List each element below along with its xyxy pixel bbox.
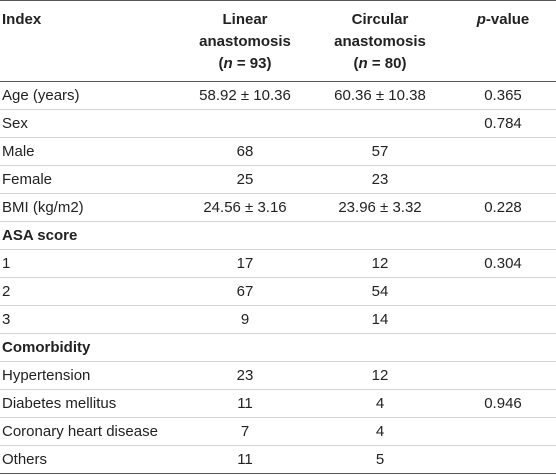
header-p-value: p-value [450,1,556,82]
row-p-value [450,278,556,306]
table-row: Coronary heart disease 7 4 [0,418,556,446]
table-body: Age (years) 58.92 ± 10.36 60.36 ± 10.38 … [0,82,556,474]
table-row: ASA score [0,222,556,250]
row-circular-value [310,110,450,138]
header-circular-n-rest: = 80) [367,55,407,72]
row-label: ASA score [2,227,78,244]
header-linear-n-var: n [223,55,233,72]
row-label: 3 [2,311,11,328]
table-row: Sex 0.784 [0,110,556,138]
row-label: 2 [2,283,11,300]
header-circular-line1: Circular [351,11,409,28]
row-circular-value [310,222,450,250]
header-index-label: Index [2,11,42,28]
table-row: Female 25 23 [0,166,556,194]
row-circular-value: 60.36 ± 10.38 [334,87,426,104]
row-circular-value: 4 [375,395,385,412]
header-linear-n: (n = 93) [182,53,308,75]
row-linear-value [180,222,310,250]
row-label: Hypertension [2,367,91,384]
header-index: Index [0,1,180,82]
row-p-value [450,334,556,362]
row-linear-value: 11 [237,395,253,412]
header-circular-n: (n = 80) [312,53,448,75]
table-row: 2 67 54 [0,278,556,306]
row-label: Female [2,171,53,188]
row-linear-value [180,110,310,138]
row-linear-value: 58.92 ± 10.36 [199,87,291,104]
row-p-value [450,362,556,390]
row-label: Coronary heart disease [2,423,158,440]
row-label: Male [2,143,35,160]
row-label: BMI (kg/m2) [2,199,84,216]
header-linear-line1: Linear [222,11,268,28]
row-p-value: 0.946 [484,395,522,412]
row-p-value [450,418,556,446]
header-row: Index Linear anastomosis (n = 93) Circul… [0,0,556,82]
table-row: Male 68 57 [0,138,556,166]
header-p-rest: -value [485,11,530,28]
row-p-value: 0.784 [484,115,522,132]
row-p-value: 0.304 [484,255,522,272]
row-linear-value: 67 [236,283,254,300]
header-linear-line2: anastomosis [199,33,291,50]
row-circular-value: 14 [371,311,389,328]
table-row: 3 9 14 [0,306,556,334]
row-p-value [450,222,556,250]
header-p-letter: p [476,11,486,28]
row-linear-value: 9 [240,311,250,328]
row-circular-value: 54 [371,283,389,300]
row-circular-value: 23 [371,171,389,188]
row-linear-value: 23 [236,367,254,384]
header-linear-n-rest: = 93) [232,55,272,72]
row-label: Sex [2,115,28,132]
table-row: Diabetes mellitus 11 4 0.946 [0,390,556,418]
row-linear-value: 11 [237,451,253,468]
row-linear-value: 7 [240,423,250,440]
row-p-value: 0.365 [484,87,522,104]
row-circular-value: 5 [375,451,385,468]
row-linear-value: 24.56 ± 3.16 [203,199,287,216]
row-p-value [450,306,556,334]
header-linear-n-open: ( [218,55,224,72]
header-circular-n-open: ( [353,55,359,72]
row-linear-value: 68 [236,143,254,160]
table-header: Index Linear anastomosis (n = 93) Circul… [0,0,556,82]
row-label: 1 [2,255,11,272]
table-row: BMI (kg/m2) 24.56 ± 3.16 23.96 ± 3.32 0.… [0,194,556,222]
header-linear-anastomosis: Linear anastomosis (n = 93) [180,1,310,82]
row-linear-value: 17 [236,255,254,272]
row-label: Others [2,451,48,468]
header-circular-line2: anastomosis [334,33,426,50]
header-circular-anastomosis: Circular anastomosis (n = 80) [310,1,450,82]
row-p-value [450,138,556,166]
table-row: 1 17 12 0.304 [0,250,556,278]
row-p-value: 0.228 [484,199,522,216]
row-circular-value: 12 [371,367,389,384]
header-circular-n-var: n [358,55,368,72]
row-circular-value: 23.96 ± 3.32 [338,199,422,216]
row-label: Comorbidity [2,339,91,356]
table-row: Others 11 5 [0,446,556,474]
row-circular-value: 4 [375,423,385,440]
table-row: Hypertension 23 12 [0,362,556,390]
row-circular-value [310,334,450,362]
row-linear-value [180,334,310,362]
table-row: Age (years) 58.92 ± 10.36 60.36 ± 10.38 … [0,82,556,110]
row-p-value [450,166,556,194]
row-circular-value: 12 [371,255,389,272]
table-row: Comorbidity [0,334,556,362]
row-circular-value: 57 [371,143,389,160]
row-label: Age (years) [2,87,80,104]
row-label: Diabetes mellitus [2,395,117,412]
row-p-value [450,446,556,474]
row-linear-value: 25 [236,171,254,188]
